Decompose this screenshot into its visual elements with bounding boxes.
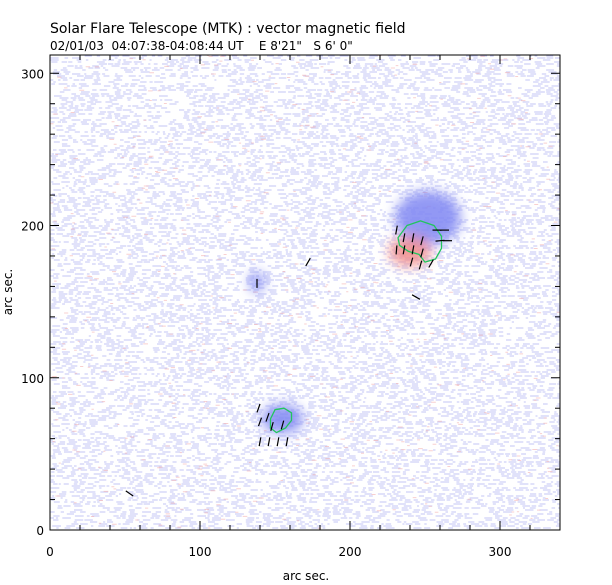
noise-positive-specks	[50, 55, 560, 529]
noise-texture	[50, 55, 560, 529]
field-vector	[395, 225, 398, 235]
field-vector	[125, 490, 134, 497]
field-vector	[256, 403, 261, 413]
y-tick-label: 100	[21, 372, 44, 386]
field-vector	[420, 248, 424, 258]
field-vector	[267, 437, 271, 447]
region-main-negative	[395, 190, 461, 245]
y-tick-label: 200	[21, 220, 44, 234]
field-vectors	[125, 225, 452, 497]
field-vector	[402, 233, 406, 243]
lower-contour	[269, 407, 293, 434]
y-tick-label: 0	[36, 524, 44, 538]
chart-subtitle: 02/01/03 04:07:38-04:08:44 UT E 8'21" S …	[50, 39, 353, 53]
field-vector	[395, 245, 398, 255]
field-vector	[411, 233, 415, 243]
field-vector	[411, 294, 421, 300]
field-vector	[258, 437, 262, 447]
y-axis-label: arc sec.	[1, 269, 15, 315]
contours	[269, 220, 443, 434]
tick-labels: 0 100 200 300 0 100 200 300	[21, 67, 511, 559]
field-vector	[409, 257, 414, 267]
x-tick-label: 200	[339, 545, 362, 559]
x-axis-label: arc sec.	[283, 569, 329, 583]
main-contour	[397, 220, 443, 263]
field-vector	[270, 421, 274, 431]
field-vector	[285, 437, 289, 447]
x-tick-label: 100	[189, 545, 212, 559]
y-tick-label: 300	[21, 67, 44, 81]
field-vector	[428, 259, 434, 268]
field-vector	[411, 245, 415, 255]
axis-ticks	[49, 55, 561, 531]
field-vector	[305, 257, 311, 267]
field-vector	[257, 417, 263, 427]
plot-area	[50, 55, 560, 530]
x-tick-label: 300	[489, 545, 512, 559]
field-vector	[402, 245, 406, 255]
x-tick-label: 0	[46, 545, 54, 559]
field-vector	[265, 412, 270, 422]
field-vector	[418, 260, 423, 270]
field-vector	[280, 420, 285, 430]
chart-title: Solar Flare Telescope (MTK) : vector mag…	[50, 21, 406, 37]
field-vector	[420, 236, 424, 246]
field-vector	[276, 437, 280, 447]
plot-frame	[49, 54, 561, 531]
